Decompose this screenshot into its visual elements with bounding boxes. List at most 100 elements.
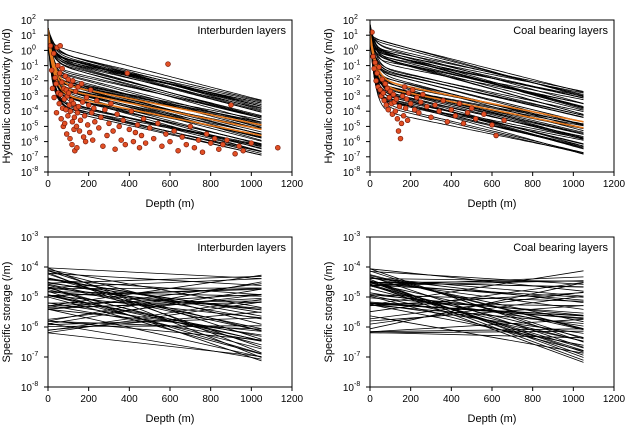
y-tick-exponent: -2 — [32, 75, 38, 82]
y-tick-label: 10 — [343, 293, 355, 304]
highlight-line — [48, 32, 262, 131]
y-tick-label: 10 — [21, 107, 33, 118]
observation-point — [372, 59, 378, 66]
panel-title: Coal bearing layers — [513, 242, 608, 254]
realisation-line — [48, 267, 262, 279]
realisation-line — [48, 275, 262, 284]
y-tick-label: 10 — [343, 46, 355, 57]
realisation-line — [370, 280, 584, 283]
x-tick-label: 400 — [443, 179, 460, 190]
realisation-line — [48, 288, 262, 297]
observation-point — [128, 108, 135, 114]
observation-point — [85, 102, 92, 108]
x-tick-label: 1000 — [562, 179, 585, 190]
observation-point — [404, 117, 411, 124]
observation-point — [55, 62, 61, 69]
y-tick-label: 10 — [343, 138, 355, 149]
observation-point — [374, 70, 380, 76]
y-tick-label: 10 — [21, 46, 33, 57]
realisation-lines — [48, 267, 262, 362]
y-tick-label: 10 — [21, 16, 33, 27]
observation-point — [386, 94, 393, 101]
observation-point — [436, 108, 442, 114]
realisation-line — [48, 284, 262, 332]
observation-point — [50, 50, 57, 57]
realisation-line — [48, 288, 262, 325]
observation-point — [489, 122, 495, 128]
observation-point — [52, 75, 58, 81]
realisation-line — [370, 282, 584, 313]
observation-point — [163, 131, 169, 137]
observation-point — [211, 135, 218, 142]
realisation-line — [48, 298, 262, 310]
x-tick-label: 0 — [367, 394, 373, 405]
y-tick-exponent: -7 — [354, 151, 360, 158]
realisation-line — [48, 31, 262, 103]
observation-point — [275, 144, 281, 151]
realisation-line — [370, 282, 584, 301]
realisation-line — [370, 294, 584, 302]
x-tick-label: 800 — [202, 179, 219, 190]
highlight-line — [48, 28, 262, 126]
y-tick-exponent: -1 — [354, 60, 360, 67]
observation-point — [183, 141, 190, 148]
observation-point — [371, 65, 377, 72]
realisation-line — [370, 37, 584, 105]
observation-point — [59, 65, 65, 72]
realisation-line — [48, 305, 262, 342]
observation-point — [88, 109, 95, 116]
x-tick-label: 0 — [45, 394, 51, 405]
x-tick-label: 1200 — [281, 394, 304, 405]
observation-point — [57, 91, 64, 98]
y-tick-exponent: 1 — [32, 29, 36, 36]
observation-point — [116, 123, 122, 130]
y-tick-exponent: -5 — [354, 291, 360, 298]
observation-point — [124, 70, 131, 76]
realisation-line — [48, 287, 262, 311]
y-tick-exponent: -4 — [32, 261, 38, 268]
realisation-line — [370, 32, 584, 116]
observation-point — [232, 151, 238, 157]
y-tick-label: 10 — [343, 31, 355, 42]
highlight-line — [370, 35, 584, 129]
observation-point — [191, 144, 198, 151]
observation-point — [398, 120, 405, 127]
realisation-line — [370, 35, 584, 123]
observation-point — [400, 113, 407, 119]
x-tick-label: 1000 — [562, 394, 585, 405]
observation-point — [57, 70, 63, 76]
realisation-line — [370, 24, 584, 101]
plot-area — [48, 267, 262, 362]
y-tick-label: 10 — [21, 323, 33, 334]
observation-point — [159, 143, 165, 149]
realisation-line — [370, 295, 584, 325]
observation-point — [167, 138, 173, 145]
observation-point — [411, 106, 418, 113]
observation-point — [67, 108, 74, 114]
observation-point — [120, 117, 126, 124]
y-tick-exponent: -4 — [354, 105, 360, 112]
observation-point — [102, 106, 108, 113]
observation-point — [67, 135, 73, 142]
observation-point — [224, 137, 230, 143]
observation-point — [460, 120, 467, 127]
observation-point — [424, 103, 430, 110]
observation-point — [393, 96, 400, 102]
observation-point — [134, 122, 141, 128]
y-tick-exponent: -8 — [354, 166, 360, 173]
observation-point — [376, 64, 382, 70]
observation-point — [146, 125, 153, 131]
observation-point — [236, 143, 242, 149]
x-axis-label: Depth (m) — [146, 413, 195, 425]
y-tick-label: 10 — [21, 62, 33, 73]
observation-point — [96, 125, 102, 131]
y-tick-exponent: -7 — [32, 151, 38, 158]
y-tick-exponent: -6 — [32, 136, 38, 143]
realisation-line — [370, 304, 584, 346]
x-tick-label: 600 — [162, 394, 179, 405]
y-tick-label: 10 — [343, 233, 355, 244]
x-tick-label: 400 — [121, 179, 138, 190]
realisation-line — [370, 31, 584, 104]
observation-point — [63, 131, 70, 137]
